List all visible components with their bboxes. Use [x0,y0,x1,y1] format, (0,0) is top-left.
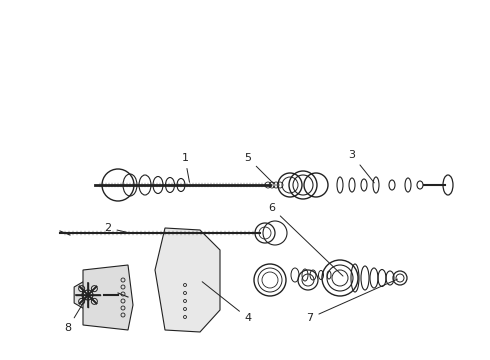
Polygon shape [74,279,102,311]
Text: 3: 3 [348,150,374,183]
Text: 1: 1 [181,153,190,182]
Polygon shape [155,228,220,332]
Text: 7: 7 [306,279,397,323]
Polygon shape [83,265,133,330]
Text: 8: 8 [65,297,87,333]
Text: 4: 4 [202,282,251,323]
Text: 6: 6 [269,203,343,276]
Circle shape [82,289,94,301]
Text: 5: 5 [245,153,273,183]
Text: 2: 2 [104,223,127,233]
